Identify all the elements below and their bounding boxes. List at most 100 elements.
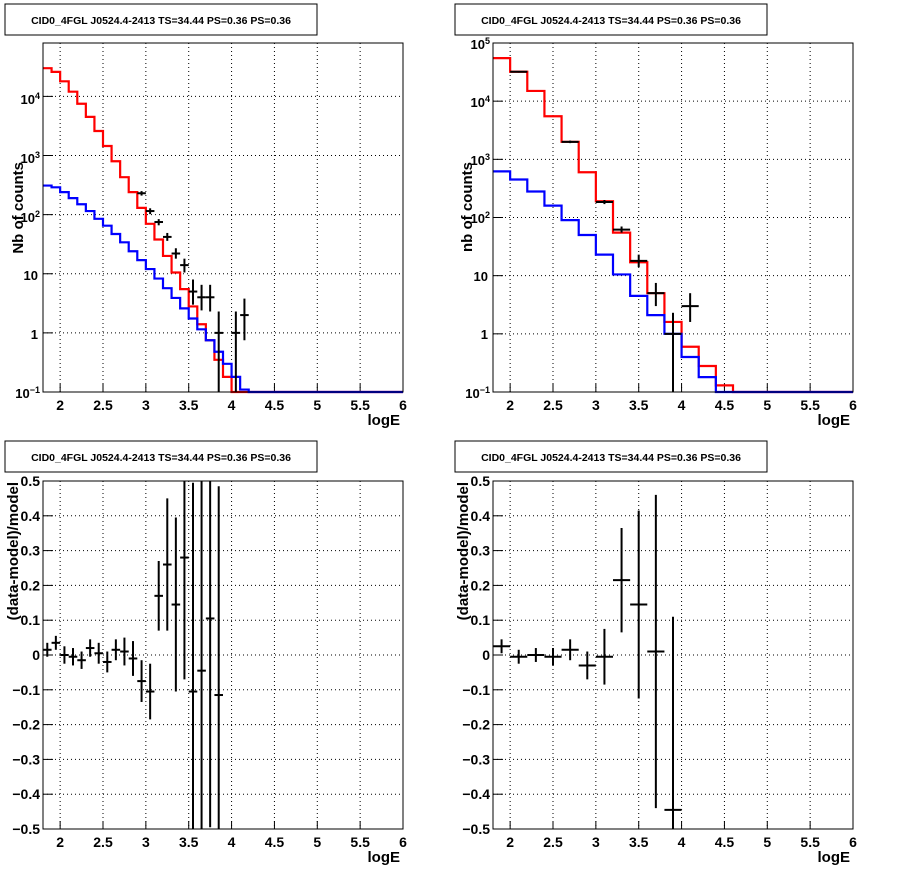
x-axis-label: logE xyxy=(818,849,851,866)
data-point xyxy=(510,70,528,73)
y-tick-label: 0 xyxy=(482,647,490,663)
x-tick-label: 4.5 xyxy=(715,834,735,850)
y-tick-label: 10 xyxy=(24,268,38,283)
x-tick-label: 2 xyxy=(506,834,514,850)
y-axis-label: Nb of counts xyxy=(10,162,27,254)
x-tick-label: 5 xyxy=(313,834,321,850)
y-tick-label: −0.2 xyxy=(12,717,40,733)
y-axis-label: (data-model)/model xyxy=(455,482,472,620)
data-point xyxy=(510,649,528,664)
data-point xyxy=(103,651,112,673)
data-point xyxy=(630,510,648,699)
x-tick-label: 4 xyxy=(228,397,236,413)
data-point xyxy=(145,208,155,215)
data-point xyxy=(51,635,61,650)
y-tick-label: 0.2 xyxy=(471,577,491,593)
data-point xyxy=(60,646,69,664)
y-tick-label: 1 xyxy=(481,327,488,342)
x-tick-label: 2 xyxy=(56,834,64,850)
data-point xyxy=(205,284,215,312)
plot-frame xyxy=(492,480,854,830)
x-tick-label: 3 xyxy=(142,834,150,850)
data-point xyxy=(647,494,665,809)
data-points xyxy=(137,191,249,392)
x-tick-label: 4 xyxy=(678,834,686,850)
y-tick-label: −0.2 xyxy=(462,717,490,733)
x-axis-label: logE xyxy=(368,412,401,429)
data-point xyxy=(163,498,172,631)
data-point xyxy=(681,293,699,322)
data-point xyxy=(43,642,52,657)
data-point xyxy=(188,279,198,305)
data-point xyxy=(578,651,596,680)
x-tick-label: 4 xyxy=(228,834,236,850)
data-point xyxy=(154,561,163,631)
title-box xyxy=(4,440,318,473)
x-tick-label: 5 xyxy=(313,397,321,413)
y-tick-label: 0.3 xyxy=(471,543,491,559)
data-point xyxy=(595,199,613,205)
y-tick-label: 0.4 xyxy=(21,508,41,524)
chart-title: CID0_4FGL J0524.4-2413 TS=34.44 PS=0.36 … xyxy=(31,15,291,27)
y-tick-label: −0.4 xyxy=(12,786,40,802)
y-tick-label: 0.5 xyxy=(21,473,41,489)
x-tick-labels: 2 2.5 3 3.5 4 4.5 5 5.5 6 xyxy=(56,834,407,850)
y-tick-label: −0.1 xyxy=(462,682,490,698)
x-tick-labels: 2 2.5 3 3.5 4 4.5 5 5.5 6 xyxy=(506,397,857,413)
data-point xyxy=(163,232,172,241)
data-point xyxy=(613,226,631,233)
data-point xyxy=(94,642,103,664)
y-tick-label: 0 xyxy=(32,647,40,663)
chart-title: CID0_4FGL J0524.4-2413 TS=34.44 PS=0.36 … xyxy=(31,452,291,464)
panel-residuals-right: CID0_4FGL J0524.4-2413 TS=34.44 PS=0.36 … xyxy=(454,440,857,866)
x-tick-label: 5.5 xyxy=(800,397,820,413)
y-tick-label: 0.1 xyxy=(21,612,41,628)
data-point xyxy=(214,311,223,392)
data-point xyxy=(214,486,223,829)
x-tick-label: 5.5 xyxy=(800,834,820,850)
x-tick-label: 2 xyxy=(506,397,514,413)
data-point xyxy=(111,639,121,661)
x-tick-label: 5.5 xyxy=(350,397,370,413)
data-points xyxy=(510,70,699,392)
data-point xyxy=(664,312,682,392)
x-tick-label: 3.5 xyxy=(179,834,199,850)
data-point xyxy=(240,298,249,341)
title-box xyxy=(454,440,768,473)
data-point xyxy=(180,481,189,680)
data-point xyxy=(561,140,579,144)
plot-frame xyxy=(42,42,404,393)
y-tick-label: 0.5 xyxy=(471,473,491,489)
y-tick-label: −0.5 xyxy=(12,821,40,837)
data-point xyxy=(527,648,545,662)
title-box xyxy=(454,3,768,36)
plot-frame xyxy=(492,42,854,393)
data-point xyxy=(561,639,579,661)
y-tick-labels: −0.5 −0.4 −0.3 −0.2 −0.1 0 0.1 0.2 0.3 0.4 0.5 xyxy=(12,473,40,837)
y-tick-label: −0.4 xyxy=(462,786,490,802)
data-point xyxy=(630,254,648,268)
data-points xyxy=(43,481,223,829)
data-point xyxy=(85,639,95,657)
data-point xyxy=(68,648,78,666)
data-point xyxy=(595,628,613,685)
panel-counts-left: CID0_4FGL J0524.4-2413 TS=34.44 PS=0.36 … xyxy=(4,3,407,429)
x-tick-labels: 2 2.5 3 3.5 4 4.5 5 5.5 6 xyxy=(506,834,857,850)
data-point xyxy=(197,284,206,311)
x-axis-label: logE xyxy=(368,849,401,866)
data-point xyxy=(137,660,146,702)
data-point xyxy=(171,248,181,259)
data-point xyxy=(613,527,631,633)
y-axis-label: nb of counts xyxy=(459,162,476,252)
x-tick-label: 6 xyxy=(399,834,407,850)
y-tick-label: 0.1 xyxy=(471,612,491,628)
data-point xyxy=(231,311,241,392)
x-tick-label: 4.5 xyxy=(715,397,735,413)
title-box xyxy=(4,3,318,36)
x-axis-label: logE xyxy=(818,412,851,429)
x-tick-label: 5.5 xyxy=(350,834,370,850)
data-point xyxy=(544,648,562,666)
x-tick-label: 6 xyxy=(849,397,857,413)
x-tick-label: 6 xyxy=(849,834,857,850)
